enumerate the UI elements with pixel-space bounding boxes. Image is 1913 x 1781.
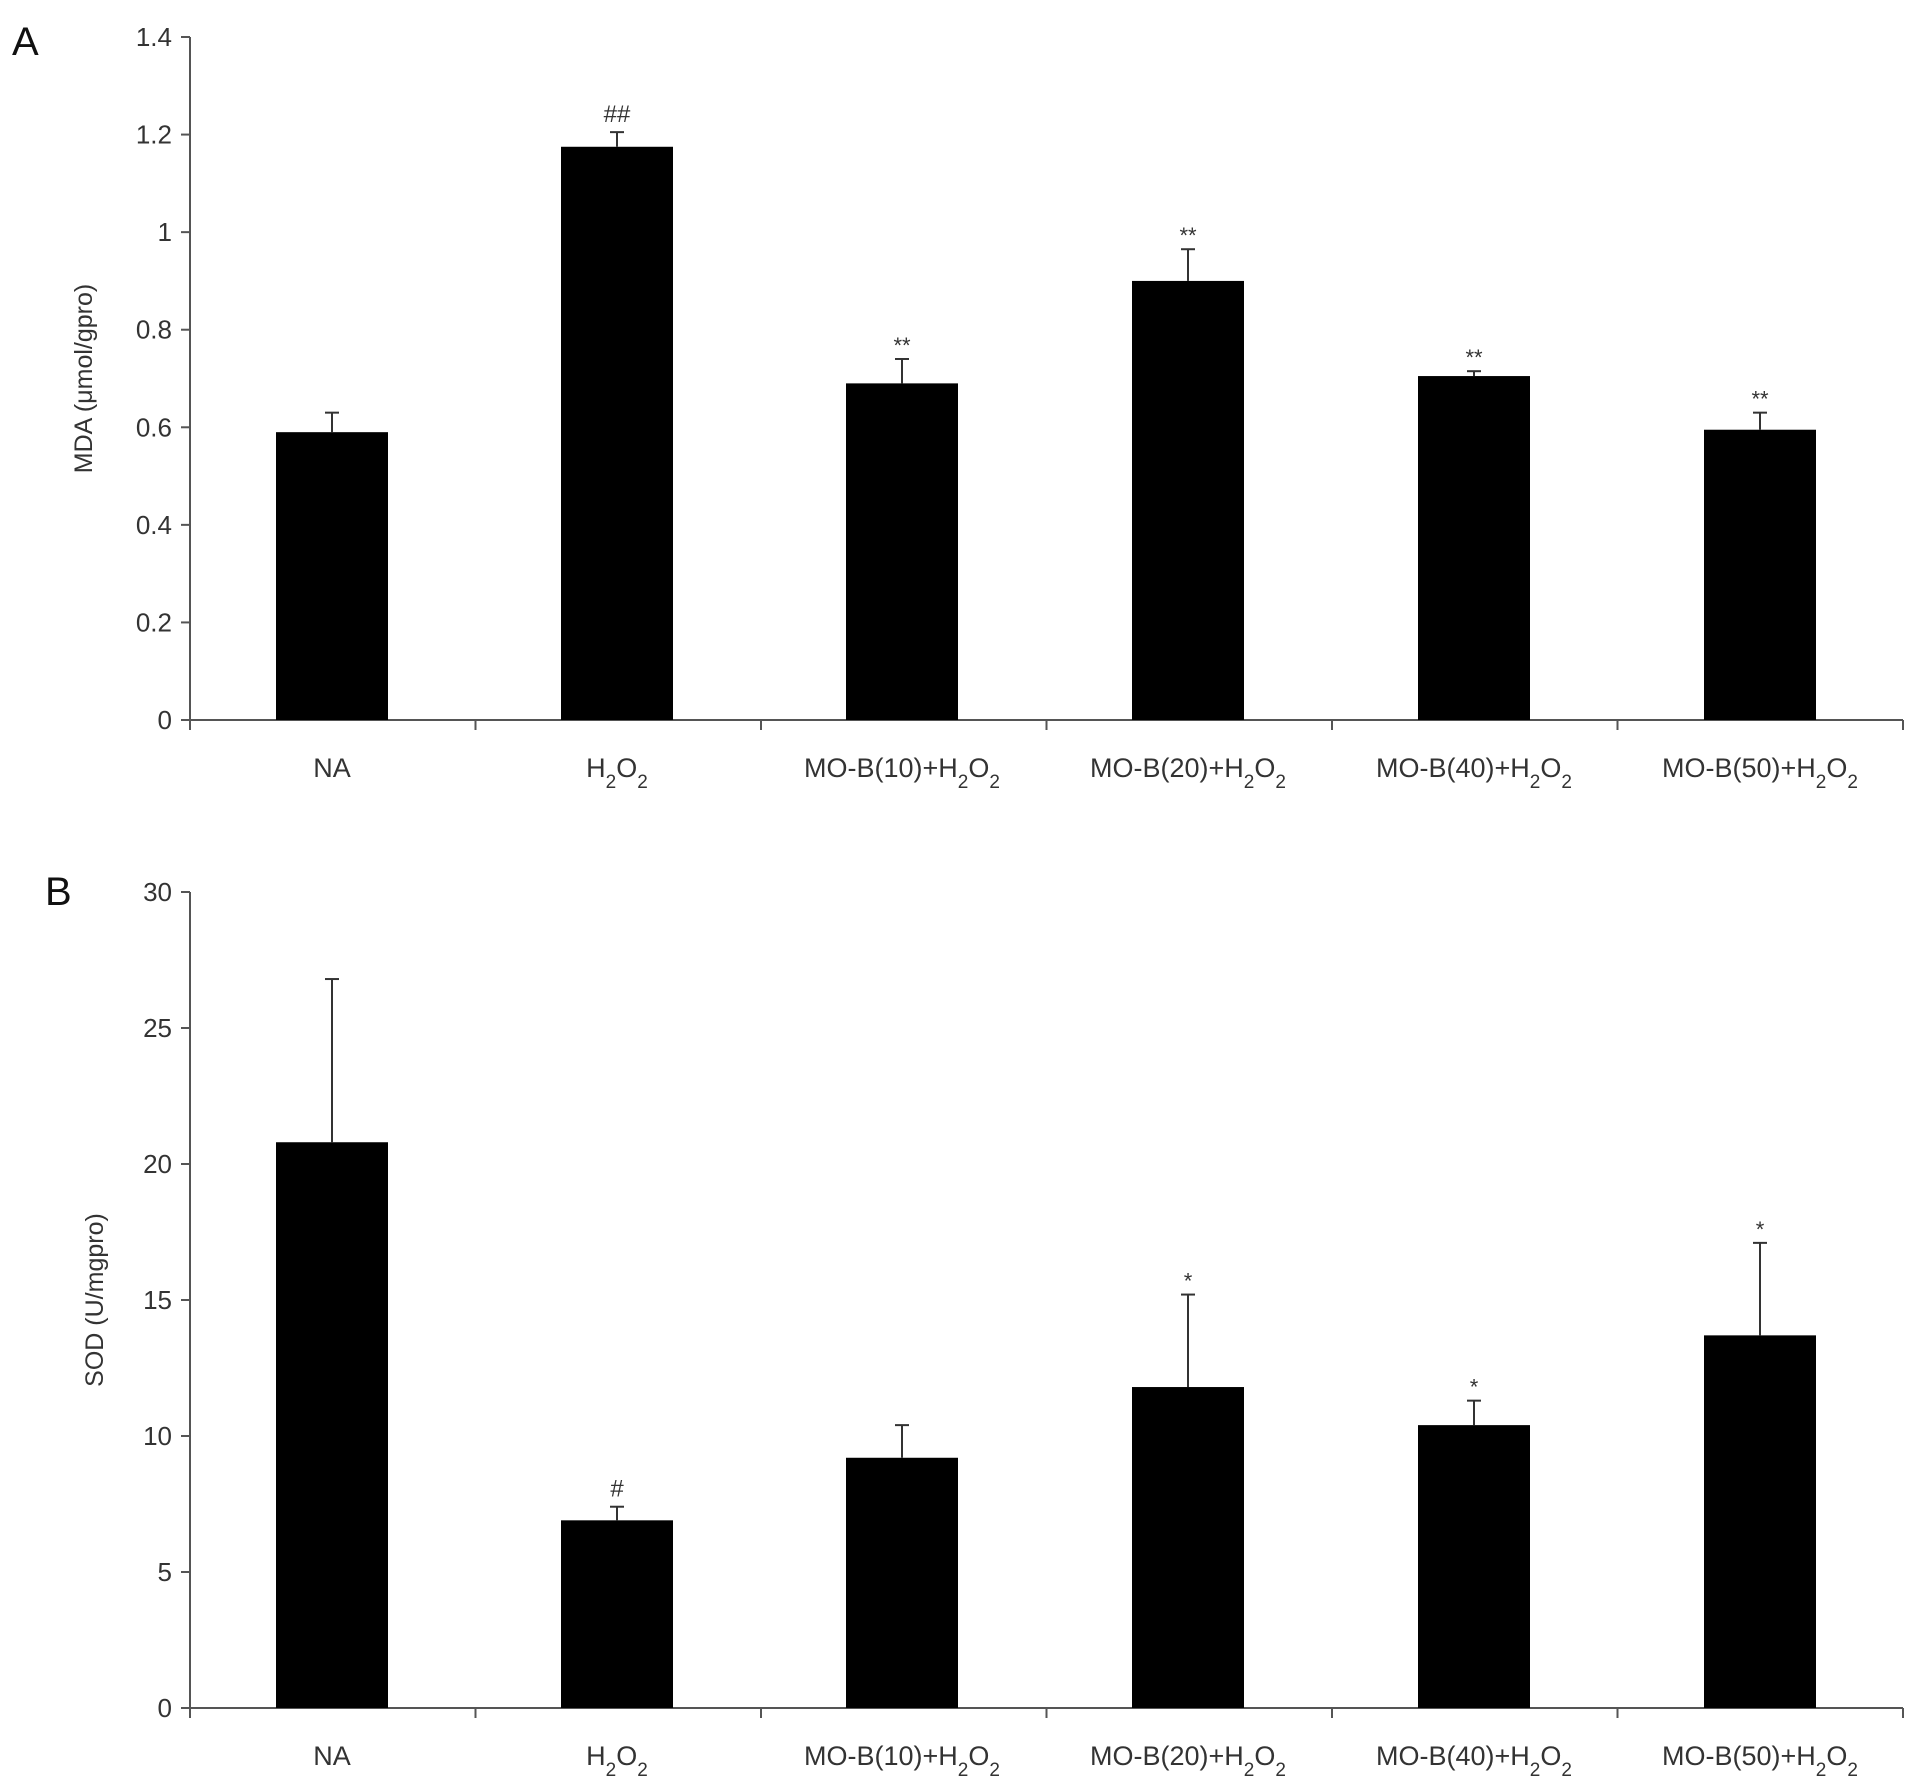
y-tick-label: 1.2 (136, 120, 172, 150)
significance-marker: * (1184, 1269, 1193, 1294)
y-axis-label: SOD (U/mgpro) (81, 1213, 109, 1387)
y-tick-label: 15 (143, 1285, 172, 1315)
significance-marker: * (1756, 1217, 1765, 1242)
significance-marker: ** (1751, 387, 1769, 412)
category-label: MO-B(40)+H2O2 (1376, 1741, 1572, 1781)
bar (1132, 280, 1244, 720)
bar (1704, 1335, 1816, 1708)
panel-letter: A (12, 20, 39, 64)
significance-marker: ** (1465, 345, 1483, 370)
y-tick-label: 0.6 (136, 412, 172, 442)
significance-marker: * (1470, 1375, 1479, 1400)
significance-marker: ** (1179, 223, 1197, 248)
bar (1418, 376, 1530, 720)
y-tick-label: 10 (143, 1421, 172, 1451)
category-label: NA (313, 753, 351, 783)
bar (1704, 429, 1816, 720)
category-label: H2O2 (586, 1741, 648, 1781)
bar (561, 1520, 673, 1708)
category-label: MO-B(20)+H2O2 (1090, 753, 1286, 793)
category-label: H2O2 (586, 753, 648, 793)
bar (276, 1142, 388, 1708)
y-tick-label: 20 (143, 1149, 172, 1179)
y-tick-label: 0 (158, 1693, 172, 1723)
bar (276, 432, 388, 720)
significance-marker: # (610, 1476, 624, 1503)
significance-marker: ** (893, 333, 911, 358)
y-tick-label: 1.4 (136, 22, 172, 52)
y-tick-label: 5 (158, 1557, 172, 1587)
category-label: MO-B(50)+H2O2 (1662, 753, 1858, 793)
y-axis-label: MDA (μmol/gpro) (70, 284, 98, 473)
category-label: MO-B(50)+H2O2 (1662, 1741, 1858, 1781)
category-label: NA (313, 1741, 351, 1771)
panel-letter: B (45, 870, 72, 914)
category-label: MO-B(10)+H2O2 (804, 753, 1000, 793)
y-tick-label: 0.4 (136, 510, 172, 540)
category-label: MO-B(10)+H2O2 (804, 1741, 1000, 1781)
bar (1418, 1425, 1530, 1708)
category-label: MO-B(20)+H2O2 (1090, 1741, 1286, 1781)
y-tick-label: 0.8 (136, 315, 172, 345)
bar (846, 383, 958, 720)
y-tick-label: 30 (143, 877, 172, 907)
y-tick-label: 0 (158, 705, 172, 735)
significance-marker: ## (604, 101, 631, 128)
chart-panel-b: B 0 5 10 15 20 25 30 SOD (U/mgpro) NA # H2O2 MO-B(10… (45, 870, 1904, 1781)
y-tick-label: 0.2 (136, 607, 172, 637)
bar (1132, 1387, 1244, 1708)
bar (561, 146, 673, 721)
bar (846, 1457, 958, 1708)
y-tick-label: 1 (158, 217, 172, 247)
y-tick-label: 25 (143, 1013, 172, 1043)
category-label: MO-B(40)+H2O2 (1376, 753, 1572, 793)
chart-panel-a: A 0 0.2 0.4 0.6 0.8 1 1.2 1.4 MDA (μmol/gpro) NA ##… (12, 20, 1904, 793)
